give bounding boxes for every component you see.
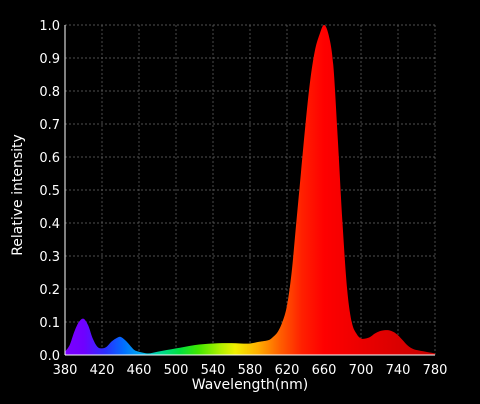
y-tick-label: 0.5 [39, 184, 60, 199]
axes [64, 25, 435, 356]
y-tick-label: 0.8 [39, 85, 60, 100]
x-tick-label: 380 [53, 363, 78, 378]
x-tick-label: 460 [127, 363, 152, 378]
y-tick-label: 0.3 [39, 250, 60, 265]
y-tick-label: 0.0 [39, 349, 60, 364]
x-tick-label: 580 [238, 363, 263, 378]
x-tick-label: 660 [312, 363, 337, 378]
x-tick-label: 740 [386, 363, 411, 378]
x-tick-label: 620 [275, 363, 300, 378]
y-tick-label: 0.9 [39, 52, 60, 67]
y-tick-label: 0.4 [39, 217, 60, 232]
x-axis-title: Wavelength(nm) [192, 377, 308, 393]
x-tick-labels: 380 420 460 500 540 580 620 660 700 740 780 [53, 363, 448, 378]
y-tick-label: 0.1 [39, 316, 60, 331]
series-layer [65, 25, 435, 355]
x-tick-label: 540 [201, 363, 226, 378]
y-tick-label: 1.0 [39, 19, 60, 34]
y-axis-title: Relative intensity [10, 134, 26, 256]
y-tick-label: 0.2 [39, 283, 60, 298]
y-tick-labels: 0.0 0.1 0.2 0.3 0.4 0.5 0.6 0.7 0.8 0.9 1.0 [39, 19, 60, 364]
y-tick-label: 0.6 [39, 151, 60, 166]
x-tick-label: 500 [164, 363, 189, 378]
spectrum-area [65, 25, 435, 355]
x-tick-label: 780 [423, 363, 448, 378]
x-tick-label: 420 [90, 363, 115, 378]
y-tick-label: 0.7 [39, 118, 60, 133]
x-tick-label: 700 [349, 363, 374, 378]
